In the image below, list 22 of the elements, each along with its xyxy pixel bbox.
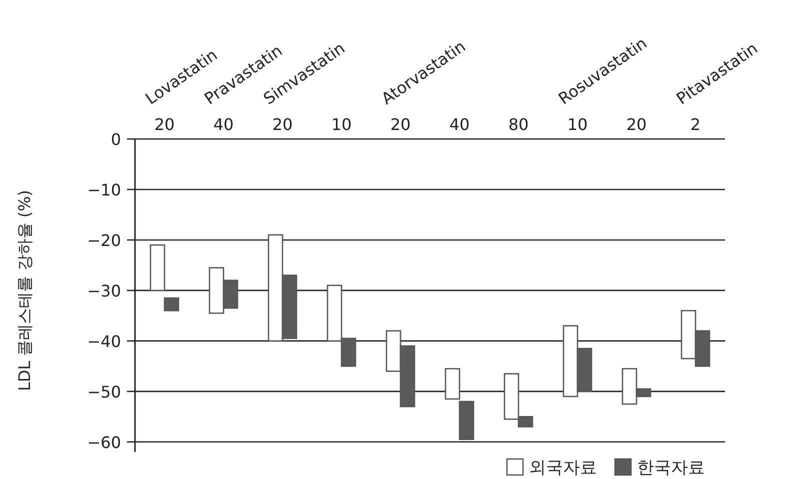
- x-tick-label: 20: [272, 115, 293, 134]
- x-tick-label: 40: [449, 115, 470, 134]
- y-tick-label: −10: [87, 180, 121, 200]
- legend-label: 외국자료: [529, 458, 597, 478]
- x-tick-label: 20: [626, 115, 647, 134]
- x-tick-label: 40: [213, 115, 234, 134]
- y-tick-label: −30: [87, 281, 121, 300]
- x-tick-label: 80: [508, 115, 529, 134]
- x-tick-label: 10: [567, 115, 588, 134]
- x-tick-label: 20: [154, 115, 175, 134]
- bar: [164, 297, 180, 312]
- y-tick-label: −40: [87, 332, 121, 351]
- y-tick-label: −20: [87, 230, 121, 250]
- x-tick-label: 20: [390, 115, 411, 134]
- legend-label: 한국자료: [637, 458, 705, 478]
- bar: [150, 244, 166, 292]
- y-axis-title: LDL 콜레스테롤 강하율 (%): [15, 190, 34, 392]
- y-tick-label: −50: [87, 382, 121, 402]
- y-tick-label: −60: [87, 432, 121, 452]
- x-tick-label: 10: [331, 115, 352, 134]
- x-tick-label: 2: [690, 115, 701, 134]
- y-tick-label: 0: [110, 130, 121, 149]
